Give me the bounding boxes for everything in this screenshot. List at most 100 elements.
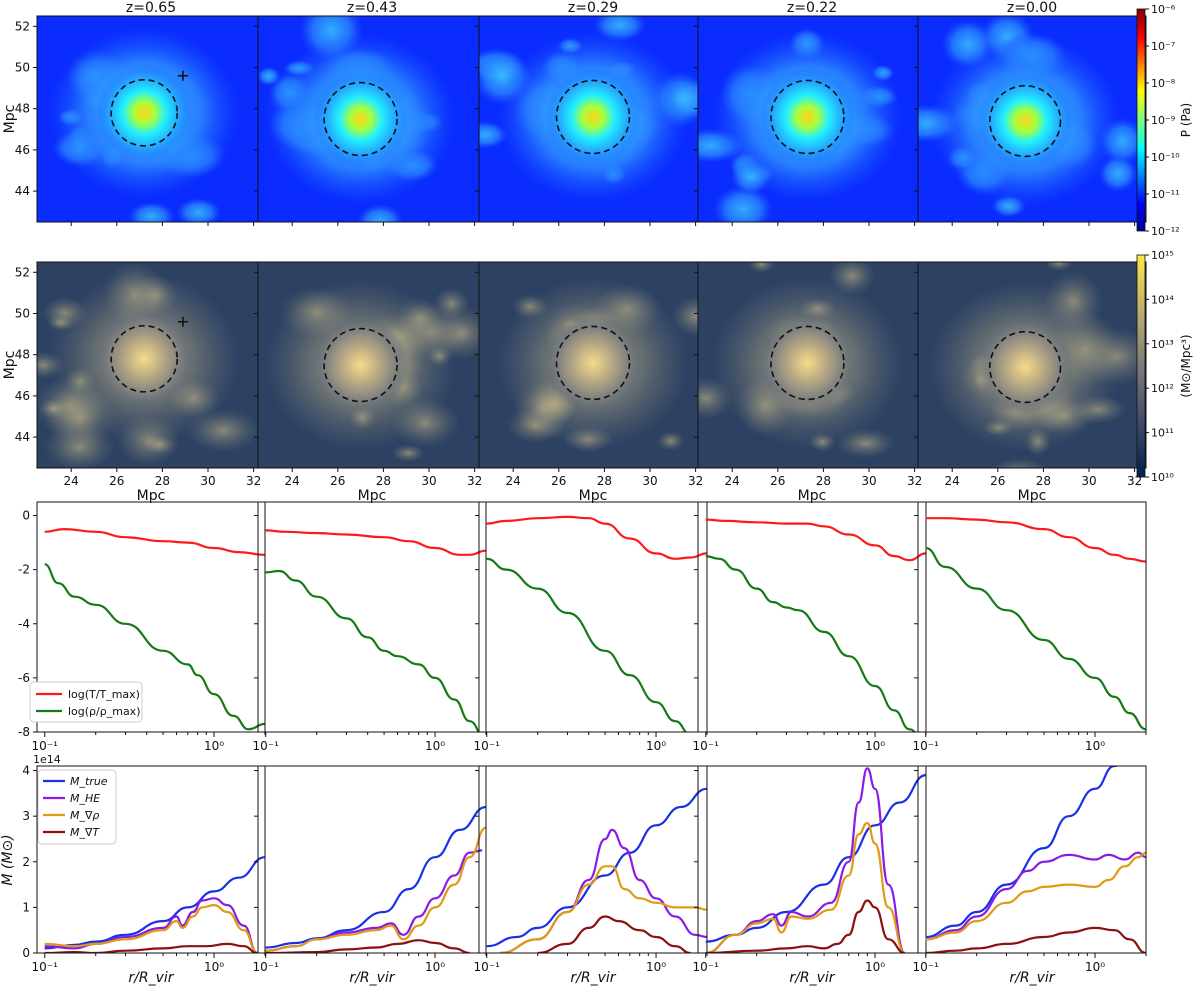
x-tick-label: 10⁻¹ — [253, 960, 280, 974]
virial-aperture-circle — [555, 325, 631, 401]
legend-entry: log(T/T_max) — [68, 688, 140, 701]
y-tick-label: -8 — [18, 725, 30, 739]
subhalo-marker — [177, 316, 188, 327]
y-tick-label: 44 — [15, 430, 30, 444]
x-tick-label: 10⁻¹ — [693, 960, 720, 974]
virial-aperture-circle — [323, 327, 398, 403]
x-tick-label: 10⁰ — [865, 960, 885, 974]
density-map-panel: 44 46 48 50 52 24 26 28 30 32 Mpc — [15, 261, 266, 504]
colorbar-strip — [1136, 8, 1146, 232]
virial-aperture-circle — [770, 79, 845, 155]
x-tick-label: 10⁰ — [646, 960, 666, 974]
x-axis-label: r/R_vir — [789, 970, 835, 986]
x-tick-label: 10⁻¹ — [253, 739, 280, 753]
x-tick-label: 24 — [285, 474, 300, 488]
pressure-map-panel: z=0.29 — [475, 0, 708, 226]
series-line — [265, 849, 483, 952]
colorbar-tick-label: 10¹⁰ — [1151, 471, 1174, 484]
cluster-core — [312, 71, 409, 167]
colorbar-tick-label: 10¹⁴ — [1151, 293, 1174, 306]
mass-legend: M_true M_HE M_∇ρ M_∇T — [37, 769, 117, 845]
y-tick-label: 4 — [22, 764, 30, 778]
x-tick-label: 30 — [1081, 474, 1096, 488]
x-tick-label: 26 — [109, 474, 124, 488]
profile-panel: 10⁻¹ 10⁰ -8 -6 -4 -2 0 — [18, 501, 266, 753]
colorbar-tick-label: 10⁻¹² — [1151, 225, 1180, 238]
colorbar-tick-label: 10⁻⁶ — [1151, 3, 1176, 16]
legend-entry: log(ρ/ρ_max) — [68, 705, 141, 718]
y-tick-label: 0 — [22, 946, 30, 960]
x-tick-label: 10⁰ — [1085, 739, 1105, 753]
pressure-map-panel: z=0.43 — [254, 0, 487, 226]
colorbar-tick-label: 10¹⁵ — [1151, 249, 1174, 262]
x-tick-label: 10⁻¹ — [32, 960, 59, 974]
density-colorbar: 10¹⁰ 10¹¹ 10¹² 10¹³ 10¹⁴ 10¹⁵ (M⊙/Mpc³) — [1136, 249, 1193, 484]
series-line — [500, 828, 707, 953]
cluster-core — [96, 64, 193, 161]
x-axis-label: r/R_vir — [349, 970, 395, 986]
series-line — [44, 563, 265, 731]
y-tick-label: 46 — [15, 389, 30, 403]
axes-frame — [36, 501, 266, 733]
axes-frame — [697, 765, 927, 954]
colorbar-label: (M⊙/Mpc³) — [1179, 334, 1193, 397]
x-tick-label: 28 — [816, 474, 831, 488]
x-tick-label: 26 — [990, 474, 1005, 488]
density-map-panel: 24 26 28 30 32 Mpc — [254, 261, 487, 504]
redshift-title: z=0.65 — [126, 0, 176, 16]
x-tick-label: 10⁰ — [204, 739, 224, 753]
series-line — [265, 939, 470, 953]
substructure-blob — [656, 431, 685, 451]
y-tick-label: 52 — [15, 19, 30, 33]
colorbar-tick-label: 10⁻⁸ — [1151, 77, 1176, 90]
virial-aperture-circle — [989, 330, 1062, 404]
colorbar-tick-label: 10¹² — [1151, 382, 1174, 395]
pressure-colorbar: 10⁻¹² 10⁻¹¹ 10⁻¹⁰ 10⁻⁹ 10⁻⁸ 10⁻⁷ 10⁻⁶ P (Pa) — [1136, 3, 1193, 238]
axes-frame — [917, 765, 1147, 954]
map-frame — [917, 261, 1147, 469]
x-tick-label: 24 — [945, 474, 960, 488]
virial-aperture-circle — [110, 324, 179, 393]
y-tick-label: 44 — [15, 184, 30, 198]
x-tick-label: 24 — [64, 474, 79, 488]
x-tick-label: 10⁰ — [425, 739, 445, 753]
mass-panel: 10⁻¹ 10⁰ 0 1 2 3 4 r/R_vir — [22, 764, 266, 986]
axes-frame — [697, 501, 927, 733]
pressure-map-panel: z=0.00 — [914, 0, 1147, 226]
x-tick-label: 10⁻¹ — [32, 739, 59, 753]
series-line — [925, 766, 1119, 939]
x-tick-label: 24 — [506, 474, 521, 488]
cluster-core — [977, 319, 1074, 416]
x-tick-label: 28 — [376, 474, 391, 488]
y-tick-label: 50 — [15, 61, 30, 75]
axes-frame — [257, 765, 487, 954]
cluster-core — [312, 317, 409, 413]
density-map-panel: 24 26 28 30 32 Mpc — [475, 261, 708, 504]
colorbar-tick-label: 10⁻⁹ — [1151, 114, 1175, 127]
x-tick-label: 10⁰ — [204, 960, 224, 974]
x-tick-label: 24 — [725, 474, 740, 488]
series-line — [486, 515, 707, 560]
redshift-title: z=0.29 — [568, 0, 618, 16]
legend-entry: M_HE — [70, 792, 100, 805]
x-tick-label: 28 — [597, 474, 612, 488]
series-line — [537, 915, 691, 953]
y-tick-label: 3 — [22, 809, 30, 823]
x-tick-label: 30 — [642, 474, 657, 488]
profile-panel: 10⁻¹ 10⁰ — [474, 501, 708, 753]
substructure-blob — [748, 262, 775, 273]
virial-aperture-circle — [989, 84, 1062, 158]
x-tick-label: 32 — [467, 474, 482, 488]
redshift-title: z=0.22 — [787, 0, 837, 16]
series-line — [705, 899, 906, 953]
x-tick-label: 10⁻¹ — [693, 739, 720, 753]
x-axis-label: r/R_vir — [128, 970, 174, 986]
redshift-title: z=0.43 — [347, 0, 397, 16]
x-axis-label: r/R_vir — [570, 970, 616, 986]
series-line — [705, 767, 906, 953]
y-axis-label: M (M⊙) — [0, 834, 16, 885]
legend-box — [37, 769, 117, 845]
series-line — [925, 851, 1146, 941]
x-tick-label: 32 — [907, 474, 922, 488]
